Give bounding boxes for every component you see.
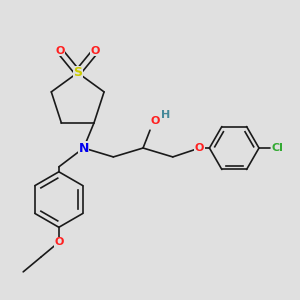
Text: O: O [150,116,160,126]
Text: O: O [91,46,100,56]
Text: N: N [78,142,89,154]
Text: S: S [73,66,82,79]
Text: O: O [195,143,204,153]
Text: O: O [55,46,64,56]
Text: O: O [54,237,64,247]
Text: Cl: Cl [272,143,284,153]
Text: H: H [161,110,170,120]
